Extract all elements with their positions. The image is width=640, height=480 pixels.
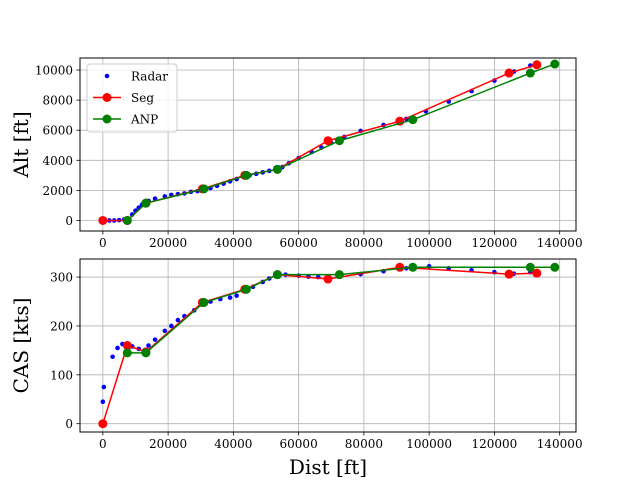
altitude-anp-point (241, 170, 251, 180)
cas-anp-line (127, 266, 555, 354)
cas-radar-point (101, 384, 107, 390)
cas-anp-point (408, 262, 418, 272)
altitude-anp-point (272, 164, 282, 174)
cas-series-seg (98, 262, 542, 429)
cas-anp-point (550, 262, 560, 272)
cas-x-tick-label: 20000 (149, 437, 187, 451)
cas-y-ticks: 0 100 200 300 (50, 271, 80, 431)
cas-panel: 0 20000 40000 60000 80000 100000 120000 140000 … (9, 258, 583, 479)
legend-entry-seg: Seg (93, 91, 154, 105)
cas-plot-area (98, 262, 560, 429)
legend-anp-label: ANP (130, 113, 158, 127)
altitude-x-tick-label: 60000 (280, 236, 318, 250)
altitude-x-ticks: 0 20000 40000 60000 80000 100000 120000 140000 (99, 231, 583, 250)
cas-radar-point (175, 317, 181, 323)
altitude-anp-point (141, 198, 151, 208)
altitude-x-tick-label: 120000 (472, 236, 518, 250)
altitude-y-ticks: 0 2000 4000 6000 8000 10000 (35, 64, 80, 228)
cas-y-axis-label: CAS [kts] (9, 298, 33, 394)
legend-seg-marker (102, 93, 112, 102)
cas-radar-point (234, 293, 239, 298)
cas-x-tick-label: 40000 (214, 437, 252, 451)
cas-radar-point (110, 354, 115, 360)
cas-anp-point (241, 284, 251, 294)
altitude-seg-point (98, 215, 108, 225)
cas-x-tick-label: 120000 (472, 437, 518, 451)
cas-anp-point (525, 262, 535, 272)
altitude-anp-point (122, 215, 132, 225)
legend-entry-radar: Radar (104, 70, 168, 84)
altitude-x-tick-label: 100000 (406, 236, 452, 250)
cas-radar-point (115, 345, 120, 351)
cas-y-tick-label: 100 (50, 368, 73, 382)
legend-radar-label: Radar (131, 70, 168, 84)
altitude-anp-point (525, 68, 535, 78)
cas-anp-point (122, 348, 132, 358)
altitude-x-tick-label: 140000 (537, 236, 583, 250)
cas-y-tick-label: 0 (65, 417, 73, 431)
altitude-anp-point (199, 184, 209, 194)
cas-y-tick-label: 300 (50, 271, 73, 285)
cas-anp-point (334, 270, 344, 280)
altitude-seg-point (532, 60, 542, 70)
altitude-series-anp (122, 59, 560, 225)
legend-anp-marker (102, 114, 112, 124)
altitude-panel: 0 20000 40000 60000 80000 100000 120000 140000 … (9, 57, 583, 250)
legend-seg-label: Seg (131, 91, 154, 105)
cas-axes-frame (79, 258, 577, 433)
cas-grid (80, 259, 576, 432)
cas-series-anp (122, 262, 560, 358)
cas-anp-point (272, 270, 282, 280)
cas-anp-point (199, 297, 209, 307)
altitude-x-tick-label: 80000 (345, 236, 383, 250)
legend-box (86, 63, 178, 133)
altitude-x-tick-label: 20000 (149, 236, 187, 250)
legend-entry-anp: ANP (93, 113, 158, 127)
cas-seg-point (323, 274, 333, 284)
cas-radar-point (227, 295, 233, 300)
altitude-y-tick-label: 4000 (42, 154, 73, 168)
altitude-x-tick-label: 0 (99, 236, 107, 250)
cas-radar-point (100, 399, 106, 405)
altitude-anp-point (408, 115, 418, 125)
cas-seg-point (532, 268, 542, 278)
cas-seg-point (395, 262, 405, 272)
legend: Radar Seg ANP (86, 63, 178, 133)
altitude-plot-area (98, 59, 560, 225)
cas-radar-point (152, 337, 158, 342)
cas-x-ticks: 0 20000 40000 60000 80000 100000 120000 140000 (99, 432, 583, 451)
cas-x-axis-label: Dist [ft] (289, 455, 367, 479)
altitude-y-tick-label: 6000 (42, 124, 73, 138)
altitude-seg-point (323, 136, 333, 146)
cas-seg-point (504, 269, 514, 279)
altitude-y-axis-label: Alt [ft] (9, 111, 33, 178)
cas-x-tick-label: 140000 (537, 437, 583, 451)
altitude-y-tick-label: 10000 (35, 64, 73, 78)
altitude-x-tick-label: 40000 (214, 236, 252, 250)
cas-x-tick-label: 80000 (345, 437, 383, 451)
altitude-y-tick-label: 2000 (42, 184, 73, 198)
cas-anp-point (141, 348, 151, 358)
cas-x-tick-label: 0 (99, 437, 107, 451)
cas-y-tick-label: 200 (50, 319, 73, 333)
altitude-seg-point (504, 68, 514, 78)
cas-seg-point (98, 419, 108, 429)
altitude-anp-point (550, 59, 560, 69)
altitude-anp-point (334, 136, 344, 146)
cas-x-tick-label: 100000 (406, 437, 452, 451)
legend-radar-marker (104, 73, 110, 79)
altitude-y-tick-label: 0 (65, 214, 73, 228)
altitude-axes-frame (79, 57, 577, 232)
cas-x-tick-label: 60000 (280, 437, 318, 451)
altitude-y-tick-label: 8000 (42, 94, 73, 108)
cas-radar-point (162, 328, 168, 334)
cas-radar-point (169, 323, 174, 329)
cas-radar-point (146, 343, 151, 348)
cas-seg-point (122, 341, 132, 350)
